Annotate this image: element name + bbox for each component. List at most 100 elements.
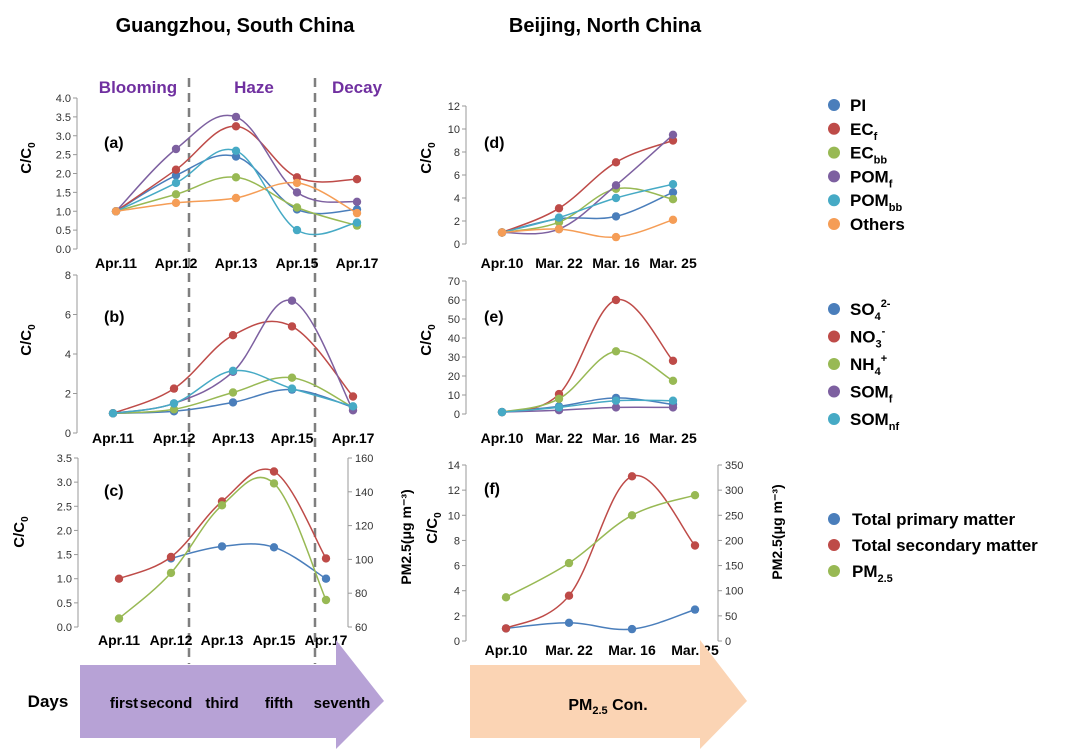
y-tick-label: 0.5 [56, 225, 71, 237]
y-tick-label: 2 [65, 389, 71, 401]
data-point [228, 388, 238, 397]
y2-tick-label: 100 [355, 554, 373, 566]
x-tick-label: Mar. 22 [535, 430, 583, 446]
data-point [564, 618, 574, 627]
data-point [554, 213, 564, 222]
x-tick-label: Mar. 22 [535, 255, 583, 271]
y-tick-label: 3.5 [57, 453, 72, 465]
data-point [627, 511, 637, 520]
y-tick-label: 40 [448, 333, 460, 345]
y-tick-label: 0.5 [57, 598, 72, 610]
legend-label: Total primary matter [852, 510, 1016, 529]
y-tick-label: 1.5 [57, 550, 72, 562]
data-point [352, 218, 362, 227]
legend-label: POMbb [850, 191, 902, 214]
data-point [611, 181, 621, 190]
y-tick-label: 0 [65, 428, 71, 440]
data-point [217, 542, 227, 551]
data-point [114, 614, 124, 623]
data-point [292, 225, 302, 235]
legend-marker [828, 303, 840, 315]
x-tick-label: Apr.10 [481, 430, 524, 446]
series-line [115, 154, 358, 215]
panel-d: 0 2 4 6 8 10 12 Apr.10 Mar. 22 Mar. 16 Mar. 25 (d) [448, 101, 697, 271]
y-tick-label: 10 [448, 390, 460, 402]
x-tick-label: Apr.13 [201, 632, 244, 648]
data-point [171, 198, 181, 208]
series-line [501, 183, 674, 234]
x-tick-label: Apr.17 [336, 255, 379, 271]
y-tick-label: 20 [448, 371, 460, 383]
data-point [287, 296, 297, 305]
x-tick-label: Mar. 25 [649, 430, 697, 446]
panel-label: (b) [104, 309, 124, 326]
data-point [554, 394, 564, 403]
data-point [668, 180, 678, 189]
data-point [348, 402, 358, 411]
data-point [292, 203, 302, 212]
y-tick-label: 10 [448, 124, 460, 136]
svg-text:C/C0: C/C0 [424, 512, 444, 544]
data-point [668, 195, 678, 204]
y-tick-label: 0 [454, 409, 460, 421]
data-point [231, 122, 241, 131]
y-tick-label: 3.5 [56, 112, 71, 124]
panel-label: (a) [104, 135, 124, 152]
legend-label: ECf [850, 120, 878, 143]
data-point [668, 356, 678, 365]
ylabel-e: C/C0 [418, 324, 438, 356]
data-point [269, 467, 279, 476]
legend-bottom: Total primary matter Total secondary matt… [828, 510, 1038, 585]
y-tick-label: 8 [65, 270, 71, 282]
x-tick-label: Apr.17 [332, 430, 375, 446]
phase-blooming: Blooming [99, 78, 177, 97]
x-tick-label: Mar. 25 [649, 255, 697, 271]
svg-text:C/C0: C/C0 [18, 324, 38, 356]
data-point [668, 215, 678, 224]
y-tick-label: 3.0 [57, 477, 72, 489]
data-point [171, 190, 181, 199]
panel-f: 0 2 4 6 8 10 12 14 0 50 100 150 200 250 300 350 Apr.10 Ma… [448, 460, 744, 658]
y-tick-label: 50 [448, 314, 460, 326]
data-point [611, 295, 621, 305]
data-point [269, 543, 279, 552]
y-tick-label: 6 [454, 561, 460, 573]
y2-tick-label: 100 [725, 586, 743, 598]
data-point [171, 144, 181, 154]
legend-label: POMf [850, 167, 893, 190]
data-point [321, 554, 331, 563]
ylabel-f: C/C0 [424, 512, 444, 544]
y-tick-label: 1.5 [56, 187, 71, 199]
data-point [321, 595, 331, 605]
legend-marker [828, 122, 840, 135]
legend-marker [828, 170, 840, 183]
x-tick-label: Apr.17 [305, 632, 348, 648]
y-tick-label: 2 [454, 216, 460, 228]
day-label: first [110, 695, 138, 712]
chart-panels: 0.0 0.5 1.0 1.5 2.0 2.5 3.0 3.5 4.0 Apr.11 Apr.12 A… [56, 93, 744, 658]
data-point [627, 624, 637, 634]
series-line [501, 219, 674, 239]
y2-tick-label: 200 [725, 535, 743, 547]
data-point [292, 178, 302, 188]
x-tick-label: Apr.15 [276, 255, 319, 271]
title-right: Beijing, North China [509, 15, 702, 37]
data-point [611, 403, 621, 412]
y-tick-label: 4 [65, 349, 71, 361]
data-point [668, 376, 678, 385]
series-line [170, 543, 327, 580]
title-left: Guangzhou, South China [116, 15, 356, 37]
y-tick-label: 0 [454, 239, 460, 251]
data-point [231, 173, 241, 182]
y-tick-label: 0.0 [57, 622, 72, 634]
ylabel-d: C/C0 [418, 142, 438, 174]
data-point [287, 373, 297, 382]
data-point [228, 331, 238, 340]
data-point [611, 396, 621, 405]
x-tick-label: Mar. 16 [608, 642, 656, 658]
y-tick-label: 4.0 [56, 93, 71, 105]
legend-label: NO3- [850, 326, 886, 351]
data-point [497, 407, 507, 417]
data-point [611, 193, 621, 203]
legend-label: ECbb [850, 144, 887, 167]
